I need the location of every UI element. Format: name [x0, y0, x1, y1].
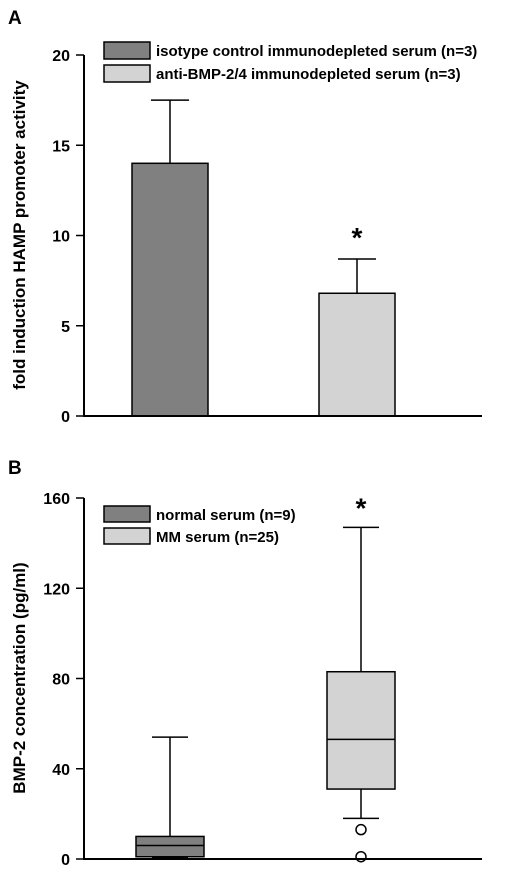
panel-a-bar — [131, 162, 209, 417]
panel-a-y-tick-label: 0 — [61, 409, 70, 426]
panel-b-legend: normal serum (n=9) MM serum (n=25) — [103, 505, 296, 546]
panel-a-significance-mark: * — [352, 222, 363, 253]
panel-b-y-tick-label: 0 — [61, 852, 70, 869]
panel-b-label: B — [8, 458, 22, 479]
panel-b-y-ticks: 0 40 80 120 160 — [43, 491, 84, 869]
panel-b-y-tick-label: 120 — [43, 581, 70, 598]
panel-a-bars: * — [131, 99, 396, 417]
panel-b-legend-swatch-2 — [103, 527, 151, 545]
panel-a-label: A — [8, 8, 22, 29]
panel-a-y-ticks: 0 5 10 15 20 — [52, 48, 84, 426]
panel-b: B BMP-2 concentration (pg/ml) 0 40 80 120 16… — [8, 458, 482, 869]
panel-a-legend-label-2: anti-BMP-2/4 immunodepleted serum (n=3) — [156, 66, 461, 83]
panel-b-box — [135, 835, 205, 858]
panel-a-y-tick-label: 15 — [52, 138, 70, 155]
panel-a-bar — [318, 292, 396, 417]
panel-a-y-tick-label: 5 — [61, 319, 70, 336]
panel-b-y-tick-label: 40 — [52, 762, 70, 779]
panel-b-ylabel: BMP-2 concentration (pg/ml) — [10, 562, 29, 793]
panel-b-legend-label-2: MM serum (n=25) — [156, 529, 279, 546]
panel-a: A fold induction HAMP promoter activity … — [8, 8, 482, 426]
panel-a-legend-label-1: isotype control immunodepleted serum (n=… — [156, 43, 477, 60]
panel-b-legend-label-1: normal serum (n=9) — [156, 507, 296, 524]
panel-b-boxes: * — [135, 492, 396, 863]
panel-b-y-tick-label: 80 — [52, 672, 70, 689]
panel-b-significance-mark: * — [356, 492, 367, 523]
panel-b-box — [326, 670, 396, 790]
panel-b-y-tick-label: 160 — [43, 491, 70, 508]
panel-a-ylabel: fold induction HAMP promoter activity — [10, 80, 29, 390]
panel-a-legend-swatch-1 — [103, 41, 151, 60]
panel-b-outlier — [355, 850, 367, 863]
panel-b-legend-swatch-1 — [103, 505, 151, 523]
panel-a-legend-swatch-2 — [103, 64, 151, 83]
panel-b-outlier — [355, 823, 367, 836]
panel-a-legend: isotype control immunodepleted serum (n=… — [103, 41, 477, 83]
panel-a-y-tick-label: 20 — [52, 48, 70, 65]
panel-a-y-tick-label: 10 — [52, 229, 70, 246]
